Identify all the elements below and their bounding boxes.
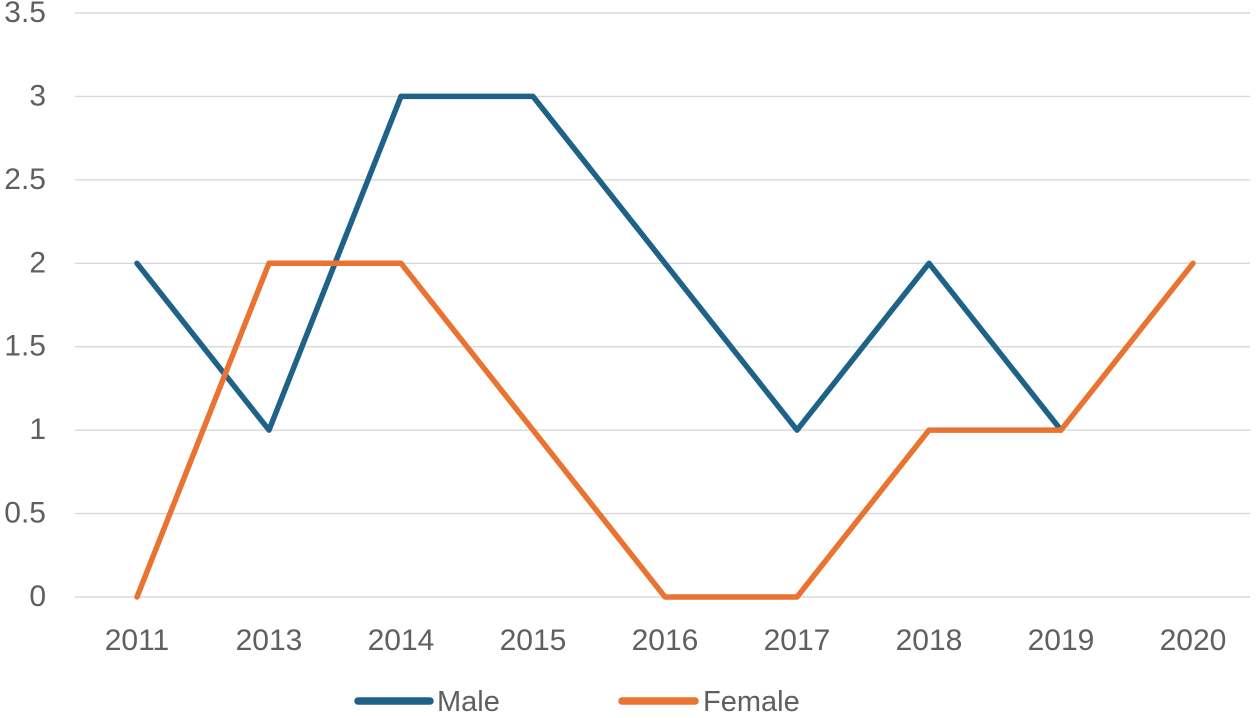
y-tick-label: 3 bbox=[29, 79, 46, 112]
y-tick-label: 2.5 bbox=[4, 163, 46, 196]
female-legend-label[interactable]: Female bbox=[703, 686, 800, 718]
y-tick-label: 1.5 bbox=[4, 330, 46, 363]
y-tick-label: 0 bbox=[29, 580, 46, 613]
male-legend-label[interactable]: Male bbox=[437, 686, 500, 718]
x-axis-labels: 2011 2013 2014 2015 2016 2017 2018 2019 2020 bbox=[105, 624, 1227, 657]
x-tick-label: 2016 bbox=[632, 624, 699, 657]
x-tick-label: 2014 bbox=[368, 624, 435, 657]
legend: Male Female bbox=[354, 686, 800, 718]
y-axis-labels: 0 0.5 1 1.5 2 2.5 3 3.5 bbox=[4, 0, 46, 613]
y-tick-label: 1 bbox=[29, 413, 46, 446]
male-line-series[interactable] bbox=[134, 93, 1064, 433]
series-lines bbox=[134, 93, 1196, 600]
female-line-series[interactable] bbox=[134, 260, 1196, 600]
x-tick-label: 2018 bbox=[896, 624, 963, 657]
x-tick-label: 2017 bbox=[764, 624, 831, 657]
x-tick-label: 2015 bbox=[500, 624, 567, 657]
x-tick-label: 2020 bbox=[1160, 624, 1227, 657]
y-tick-label: 3.5 bbox=[4, 0, 46, 29]
x-tick-label: 2019 bbox=[1028, 624, 1095, 657]
y-tick-label: 2 bbox=[29, 246, 46, 279]
x-tick-label: 2011 bbox=[105, 624, 170, 657]
y-tick-label: 0.5 bbox=[4, 497, 46, 530]
x-tick-label: 2013 bbox=[236, 624, 303, 657]
